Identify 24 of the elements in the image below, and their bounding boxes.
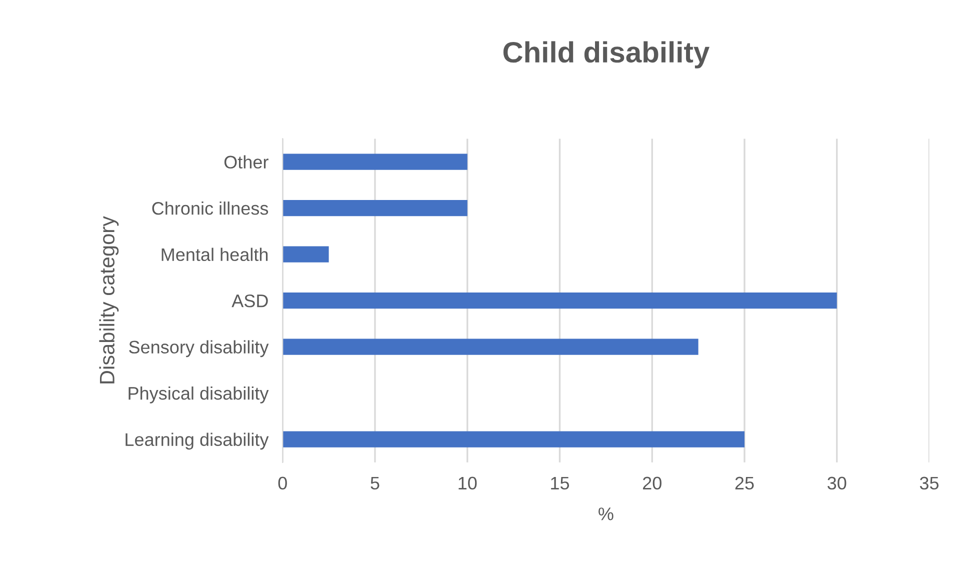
- bar: [282, 338, 698, 355]
- y-tick-label: ASD: [232, 294, 268, 308]
- x-tick-label: 10: [458, 476, 477, 490]
- x-tick-label: 25: [735, 476, 754, 490]
- bar: [282, 200, 468, 216]
- y-tick-label: Chronic illness: [152, 202, 268, 215]
- x-tick-label: 35: [920, 476, 939, 490]
- x-tick-label: 30: [828, 476, 846, 490]
- bar: [282, 431, 745, 448]
- y-tick-label: Physical disability: [128, 386, 269, 404]
- x-tick-label: 5: [370, 476, 380, 490]
- x-tick-label: 0: [278, 476, 287, 490]
- bar: [282, 292, 837, 309]
- bar: [282, 154, 468, 170]
- y-axis-title: Disability category: [99, 216, 119, 384]
- y-tick-label: Sensory disability: [129, 340, 269, 358]
- chart-title: Child disability: [503, 41, 710, 68]
- y-tick-label: Mental health: [162, 248, 268, 262]
- x-tick-label: 20: [642, 476, 662, 490]
- y-tick-label: Other: [224, 155, 268, 169]
- x-axis-title: %: [598, 508, 614, 520]
- y-tick-label: Learning disability: [126, 432, 269, 450]
- bar: [282, 246, 329, 262]
- x-tick-label: 15: [551, 476, 570, 490]
